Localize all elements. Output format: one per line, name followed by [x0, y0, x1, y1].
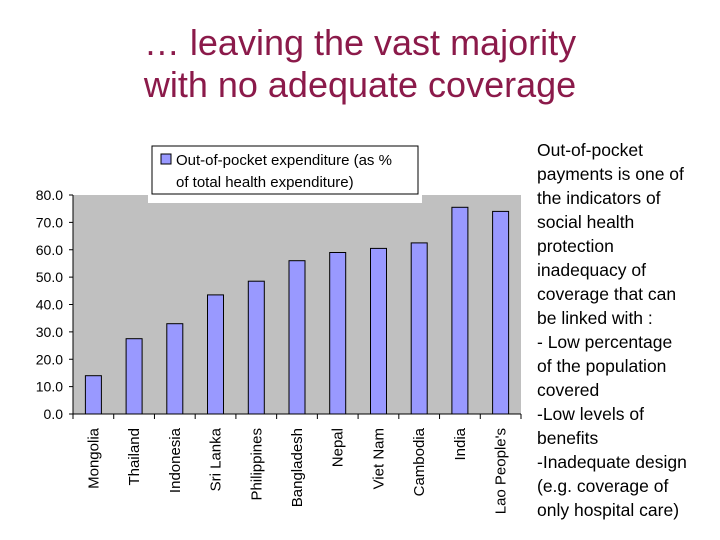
title-line-2: with no adequate coverage [143, 64, 577, 105]
y-tick-label: 40.0 [36, 297, 63, 313]
x-category-label: Thailand [126, 428, 143, 486]
y-tick-label: 60.0 [36, 242, 63, 258]
bar [288, 260, 306, 415]
x-category-label: Nepal [330, 428, 347, 467]
bar [410, 242, 428, 415]
y-tick-label: 30.0 [36, 324, 63, 340]
side-text-line: the indicators of [537, 188, 661, 208]
x-category-label: Cambodia [411, 427, 428, 496]
x-category-label: Philippines [248, 428, 265, 501]
slide-title: … leaving the vast majority with no adeq… [60, 22, 660, 106]
bar [247, 280, 265, 415]
bar [370, 247, 387, 415]
legend: Out-of-pocket expenditure (as % of total… [148, 143, 422, 203]
x-category-label: Lao People's [493, 428, 510, 514]
side-text-line: - Low percentage [537, 332, 673, 352]
y-tick-label: 50.0 [36, 269, 63, 285]
bar [329, 252, 347, 415]
side-text-line: coverage that can [537, 284, 677, 304]
side-text-line: of the population [537, 356, 667, 376]
side-text-line: -Inadequate design [537, 452, 687, 472]
y-tick-label: 20.0 [36, 351, 63, 367]
side-text-line: benefits [537, 428, 599, 448]
side-text-line: only hospital care) [537, 500, 680, 520]
title-line-1: … leaving the vast majority [143, 22, 577, 63]
legend-label-line-1: Out-of-pocket expenditure (as % [176, 152, 392, 169]
bar [451, 206, 469, 415]
y-tick-label: 80.0 [36, 187, 63, 203]
x-category-label: India [452, 427, 469, 460]
side-text-line: payments is one of [537, 164, 684, 184]
y-tick-label: 70.0 [36, 214, 63, 230]
legend-label-line-2: of total health expenditure) [176, 174, 354, 191]
side-text-line: social health [537, 212, 635, 232]
side-text-line: (e.g. coverage of [537, 476, 669, 496]
legend-swatch [160, 153, 172, 165]
bar [84, 375, 102, 415]
side-text-line: inadequacy of [537, 260, 646, 280]
bar [166, 323, 184, 415]
bar [207, 294, 224, 415]
x-category-label: Sri Lanka [208, 427, 225, 491]
side-text-line: be linked with : [537, 308, 653, 328]
x-category-label: Indonesia [167, 427, 184, 493]
bar [492, 210, 510, 415]
bar [125, 338, 143, 415]
x-category-label: Bangladesh [289, 428, 306, 507]
y-tick-label: 0.0 [44, 406, 64, 422]
side-text-line: Out-of-pocket [537, 140, 644, 160]
side-text-line: -Low levels of [537, 404, 644, 424]
y-tick-label: 10.0 [36, 379, 63, 395]
x-category-label: Mongolia [85, 427, 102, 489]
side-text: Out-of-pocket payments is one of the indic… [537, 138, 717, 522]
legend-border [151, 145, 419, 195]
side-text-line: protection [537, 236, 614, 256]
side-text-line: covered [537, 380, 600, 400]
x-category-label: Viet Nam [370, 428, 387, 489]
